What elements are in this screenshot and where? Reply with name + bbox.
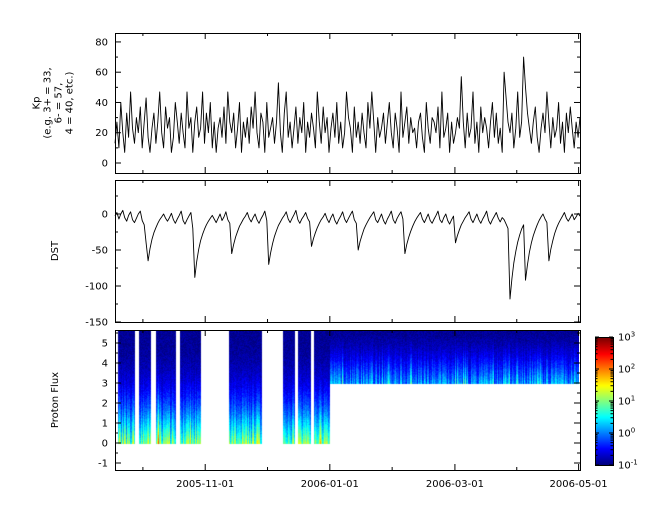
proton-flux-heatmap <box>116 331 579 469</box>
y-tick-label: 0 <box>102 159 108 170</box>
y-tick-label: 0 <box>102 209 108 220</box>
dst-line-series <box>114 209 581 300</box>
x-tick-label: 2005-11-01 <box>176 479 234 490</box>
colorbar-tick-label: 102 <box>618 363 635 376</box>
x-tick-label: 2006-01-01 <box>301 479 359 490</box>
colorbar-tick-label: 103 <box>618 331 635 344</box>
y-tick-label: 60 <box>95 68 108 79</box>
kp-panel-frame <box>115 33 581 174</box>
y-tick-label: 20 <box>95 128 108 139</box>
x-tick-label: 2006-03-01 <box>426 479 484 490</box>
y-tick-label: 1 <box>102 419 108 430</box>
colorbar-gradient <box>596 338 613 465</box>
kp-line-series <box>114 56 581 153</box>
y-tick-label: 4 <box>102 359 108 370</box>
kp-axis-label: Kp(e.g. 3+ = 33,6- = 57,4 = 40, etc.) <box>32 67 76 138</box>
y-tick-label: -150 <box>85 318 108 329</box>
dst-axis-label: DST <box>50 240 61 261</box>
y-tick-label: -50 <box>92 245 108 256</box>
y-tick-label: 3 <box>102 379 108 390</box>
colorbar-tick-label: 101 <box>618 395 635 408</box>
y-tick-label: 0 <box>102 439 108 450</box>
y-tick-label: 2 <box>102 399 108 410</box>
y-tick-label: 80 <box>95 37 108 48</box>
x-tick-label: 2006-05-01 <box>550 479 608 490</box>
y-tick-label: 40 <box>95 98 108 109</box>
proton-flux-axis-label: Proton Flux <box>50 372 61 428</box>
proton-flux-panel-frame <box>115 330 581 471</box>
y-tick-label: 5 <box>102 339 108 350</box>
y-tick-label: -1 <box>98 459 108 470</box>
colorbar-tick-label: 10-1 <box>618 459 638 472</box>
dst-panel-frame <box>115 180 581 323</box>
y-tick-label: -100 <box>85 281 108 292</box>
colorbar-tick-label: 100 <box>618 427 635 440</box>
